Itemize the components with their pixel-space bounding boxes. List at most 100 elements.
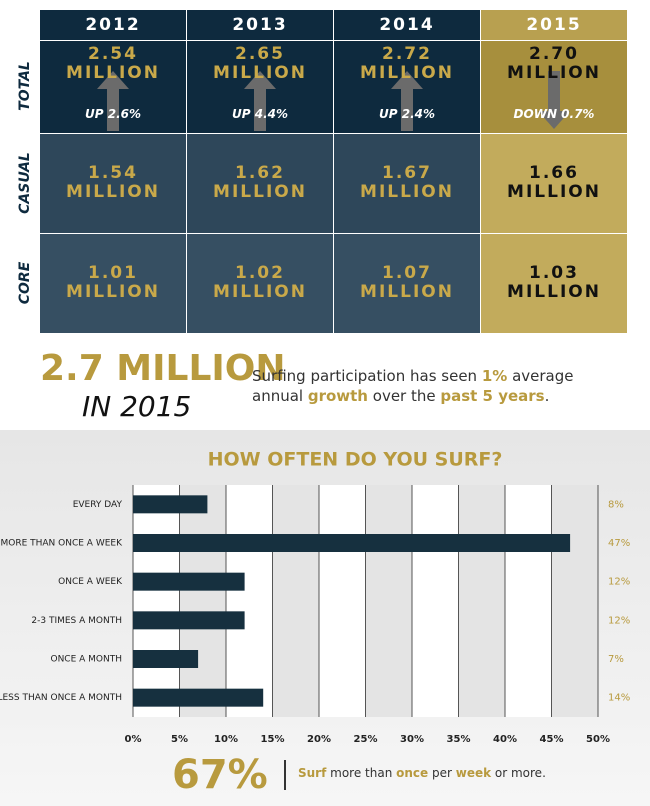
chart-title: HOW OFTEN DO YOU SURF?	[208, 449, 503, 471]
x-tick-label: 10%	[214, 734, 238, 745]
cell-unit: MILLION	[507, 181, 601, 202]
cell-value: 1.03	[529, 262, 579, 283]
arrow-shape	[244, 71, 276, 131]
table-cell: 1.67 MILLION	[334, 134, 480, 233]
text-segment: per	[428, 766, 456, 780]
text-segment: more than	[326, 766, 397, 780]
column-header: 2014	[334, 10, 480, 40]
grid-band	[365, 485, 412, 717]
text-segment: week	[455, 766, 492, 780]
x-tick-label: 5%	[171, 734, 188, 745]
cell-unit: MILLION	[66, 281, 160, 302]
value-label: 7%	[608, 654, 624, 665]
cell-value: 1.02	[235, 262, 285, 283]
text-segment: 1%	[481, 367, 508, 385]
x-tick-label: 25%	[354, 734, 378, 745]
x-tick-label: 30%	[400, 734, 424, 745]
table-cell: 2.65 MILLION UP 4.4%	[187, 41, 333, 133]
value-label: 12%	[608, 615, 630, 626]
table-cell: 1.54 MILLION	[40, 134, 186, 233]
text-segment: growth	[307, 387, 368, 405]
category-label: 2-3 TIMES A MONTH	[31, 616, 122, 626]
chart: HOW OFTEN DO YOU SURF? 0% 5% 10% 15% 20% 25% 3…	[0, 430, 650, 806]
cell-unit: MILLION	[66, 63, 160, 83]
value-label: 12%	[608, 577, 630, 588]
footer-text: Surf more than once per week or more.	[298, 766, 546, 780]
cell-change: UP 2.6%	[85, 107, 141, 121]
x-tick-label: 0%	[125, 734, 142, 745]
text-segment: Surf	[298, 766, 327, 780]
table-cell: 1.66 MILLION	[481, 134, 627, 233]
column-header: 2012	[40, 10, 186, 40]
trend-arrow	[244, 71, 276, 131]
text-segment: or more.	[491, 766, 546, 780]
trend-arrow	[97, 71, 129, 131]
row-label: CORE	[17, 261, 33, 304]
bar	[133, 650, 199, 668]
text-segment: once	[396, 766, 429, 780]
x-tick-label: 35%	[447, 734, 471, 745]
value-label: 14%	[608, 693, 630, 704]
bar	[133, 534, 571, 552]
cell-unit: MILLION	[360, 281, 454, 302]
category-label: ONCE A WEEK	[58, 577, 123, 587]
category-label: EVERY DAY	[73, 500, 123, 510]
text-segment: average annual	[252, 367, 574, 405]
headline-subtitle: IN 2015	[82, 390, 192, 423]
cell-change: UP 4.4%	[232, 107, 288, 121]
trend-arrow	[538, 71, 570, 129]
x-tick-label: 15%	[261, 734, 285, 745]
category-label: MORE THAN ONCE A WEEK	[0, 539, 123, 549]
grid-band	[551, 485, 598, 717]
x-tick-label: 40%	[493, 734, 517, 745]
arrow-shape	[97, 71, 129, 131]
cell-unit: MILLION	[66, 181, 160, 202]
text-segment: Surfing participation has seen	[252, 367, 482, 385]
cell-unit: MILLION	[213, 281, 307, 302]
table-cell: 1.03 MILLION	[481, 234, 627, 333]
arrow-shape	[391, 71, 423, 131]
cell-value: 1.67	[382, 162, 432, 183]
table-cell: 1.07 MILLION	[334, 234, 480, 333]
column-header: 2015	[481, 10, 627, 40]
cell-value: 1.01	[88, 262, 138, 283]
row-label: TOTAL	[17, 61, 33, 111]
cell-unit: MILLION	[213, 181, 307, 202]
cell-change: DOWN 0.7%	[513, 107, 595, 121]
category-label: LESS THAN ONCE A MONTH	[0, 693, 122, 703]
column-header: 2013	[187, 10, 333, 40]
cell-value: 1.62	[235, 162, 285, 183]
cell-value: 2.70	[529, 44, 579, 64]
cell-value: 1.66	[529, 162, 579, 183]
grid-band	[179, 485, 226, 717]
row-label: CASUAL	[17, 151, 33, 214]
footer-figure: 67%	[172, 752, 268, 798]
text-segment: past 5 years	[440, 387, 545, 405]
cell-unit: MILLION	[360, 181, 454, 202]
cell-unit: MILLION	[360, 63, 454, 83]
x-tick-label: 45%	[540, 734, 564, 745]
headline-text: Surfing participation has seen 1% averag…	[252, 366, 582, 406]
bar	[133, 688, 264, 707]
grid-band	[272, 485, 319, 717]
table-cell: 2.72 MILLION UP 2.4%	[334, 41, 480, 133]
x-tick-label: 50%	[586, 734, 610, 745]
cell-unit: MILLION	[507, 63, 601, 83]
table-cell: 2.54 MILLION UP 2.6%	[40, 41, 186, 133]
table-cell: 1.02 MILLION	[187, 234, 333, 333]
trend-arrow	[391, 71, 423, 131]
cell-value: 1.07	[382, 262, 432, 283]
headline-figure: 2.7 MILLION	[40, 348, 286, 389]
bar	[133, 495, 208, 514]
table-cell: 2.70 MILLION DOWN 0.7%	[481, 41, 627, 133]
arrow-shape	[538, 71, 570, 129]
text-segment: .	[544, 387, 550, 405]
cell-unit: MILLION	[507, 281, 601, 302]
text-segment: over the	[368, 387, 441, 405]
cell-value: 2.72	[382, 44, 432, 64]
bar	[133, 611, 245, 630]
category-label: ONCE A MONTH	[50, 655, 122, 665]
cell-value: 2.65	[235, 44, 285, 64]
table-cell: 1.01 MILLION	[40, 234, 186, 333]
